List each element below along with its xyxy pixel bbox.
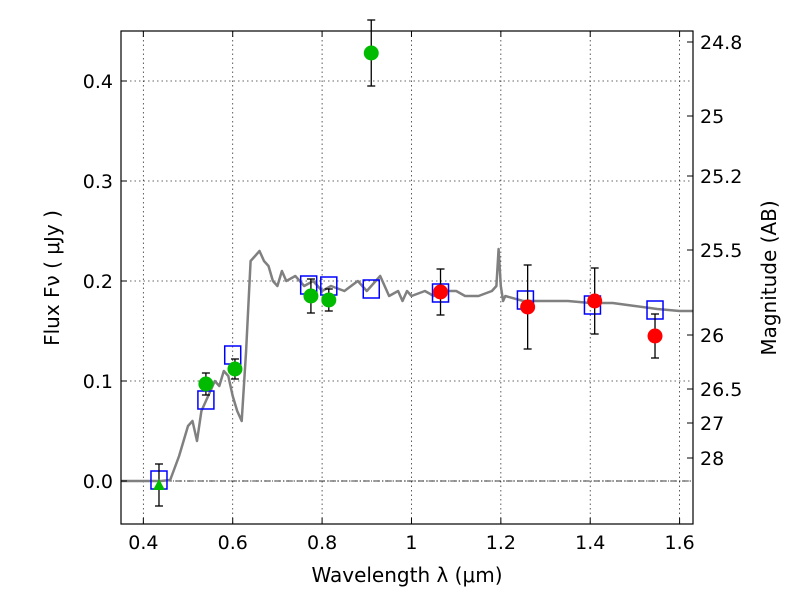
x-tick-label: 1.4 xyxy=(575,532,605,554)
x-tick-label: 0.6 xyxy=(218,532,248,554)
right-axis-label: Magnitude (AB) xyxy=(757,200,781,355)
observed-flux-point xyxy=(198,376,214,392)
axis-ticks: 0.4 0.6 0.8 1 1.2 1.4 1.6 0.0 0.1 0.2 0.3 0.4 24.8 25… xyxy=(83,31,742,554)
observed-flux-point xyxy=(587,293,603,309)
grid xyxy=(121,31,693,524)
x-tick-label: 0.4 xyxy=(128,532,158,554)
plot-series xyxy=(121,19,693,507)
observed-flux-point xyxy=(363,45,379,61)
x-tick-label: 1.6 xyxy=(664,532,694,554)
observed-flux-point xyxy=(433,284,449,300)
x-tick-label: 1 xyxy=(405,532,417,554)
plot-frame xyxy=(120,30,694,525)
right-tick-label: 25 xyxy=(700,106,724,128)
x-axis-label: Wavelength λ (μm) xyxy=(311,563,502,587)
y-tick-label: 0.1 xyxy=(83,371,113,393)
observed-flux-point xyxy=(520,299,536,315)
model-photometry-point xyxy=(362,279,380,299)
model-sed-line xyxy=(121,247,693,483)
x-tick-label: 1.2 xyxy=(486,532,516,554)
right-tick-label: 25.5 xyxy=(700,240,742,262)
right-tick-label: 26.5 xyxy=(700,379,742,401)
y-tick-label: 0.3 xyxy=(83,171,113,193)
observed-flux-point xyxy=(647,328,663,344)
y-tick-label: 0.0 xyxy=(83,471,113,493)
observed-flux-point xyxy=(303,288,319,304)
y-axis-label: Flux Fν ( μJy ) xyxy=(40,210,64,346)
upper-limit-point xyxy=(152,479,165,490)
y-tick-label: 0.4 xyxy=(83,71,113,93)
right-tick-label: 25.2 xyxy=(700,166,742,188)
x-tick-label: 0.8 xyxy=(307,532,337,554)
right-tick-label: 24.8 xyxy=(700,32,742,54)
observed-flux-point xyxy=(321,292,337,308)
right-tick-label: 27 xyxy=(700,413,724,435)
right-tick-label: 26 xyxy=(700,325,724,347)
y-tick-label: 0.2 xyxy=(83,271,113,293)
observed-flux-point xyxy=(227,361,243,377)
right-tick-label: 28 xyxy=(700,448,724,470)
